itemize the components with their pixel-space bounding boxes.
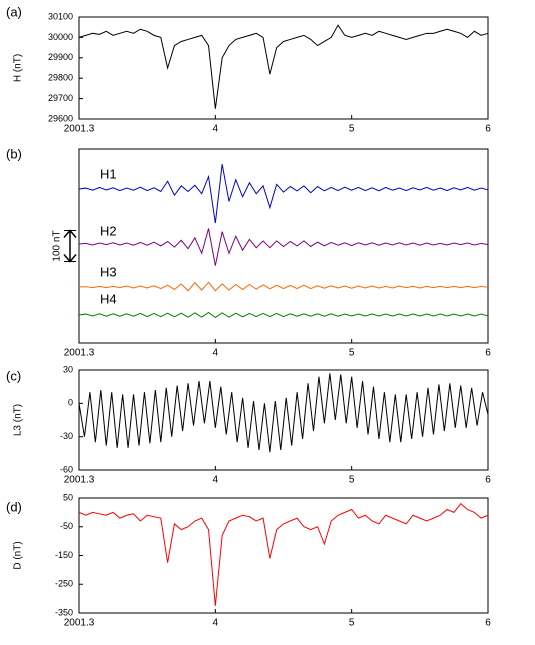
x-tick-label: 2001.3 [64,618,95,629]
x-tick-label: 2001.3 [64,475,95,486]
x-tick-label: 5 [349,124,355,135]
panel-label: (b) [6,146,22,161]
x-tick-label: 6 [485,348,491,359]
data-line [78,281,489,292]
x-tick-label: 6 [485,475,491,486]
x-tick-label: 4 [213,618,219,629]
series-label: H1 [100,166,117,181]
x-tick-label: 4 [213,348,219,359]
y-tick-label: 29700 [48,93,73,103]
y-tick-label: 50 [63,492,73,502]
y-tick-label: 30100 [48,11,73,21]
y-tick-label: -350 [55,607,73,617]
panel-label: (a) [6,4,22,19]
data-line [78,373,489,453]
y-tick-label: -250 [55,579,73,589]
x-tick-label: 5 [349,618,355,629]
x-tick-label: 2001.3 [64,348,95,359]
x-tick-label: 6 [485,124,491,135]
scale-bar-label: 100 nT [52,230,63,261]
data-line [78,311,489,319]
series-label: H3 [100,264,117,279]
y-tick-label: 30000 [48,32,73,42]
plot-frame [78,369,489,471]
y-tick-label: 30 [63,364,73,374]
y-axis-label: L3 (nT) [13,404,24,436]
x-tick-label: 2001.3 [64,124,95,135]
x-tick-label: 5 [349,348,355,359]
x-tick-label: 5 [349,475,355,486]
y-axis-label: D (nT) [13,541,24,569]
x-tick-label: 6 [485,618,491,629]
y-tick-label: -50 [60,521,73,531]
y-tick-label: -60 [60,464,73,474]
x-tick-label: 4 [213,124,219,135]
x-tick-label: 4 [213,475,219,486]
y-tick-label: -150 [55,550,73,560]
plot-frame [78,148,489,344]
panel-label: (c) [6,368,21,383]
y-tick-label: 29600 [48,113,73,123]
panel-label: (d) [6,499,22,514]
data-line [78,164,489,224]
data-line [78,24,489,109]
plot-frame [78,497,489,614]
y-tick-label: 29800 [48,73,73,83]
plot-frame [78,16,489,120]
series-label: H4 [100,291,117,306]
y-axis-label: H (nT) [13,54,24,82]
series-label: H2 [100,223,117,238]
y-tick-label: 0 [68,398,73,408]
data-line [78,503,489,606]
data-line [78,228,489,266]
y-tick-label: -30 [60,431,73,441]
y-tick-label: 29900 [48,52,73,62]
